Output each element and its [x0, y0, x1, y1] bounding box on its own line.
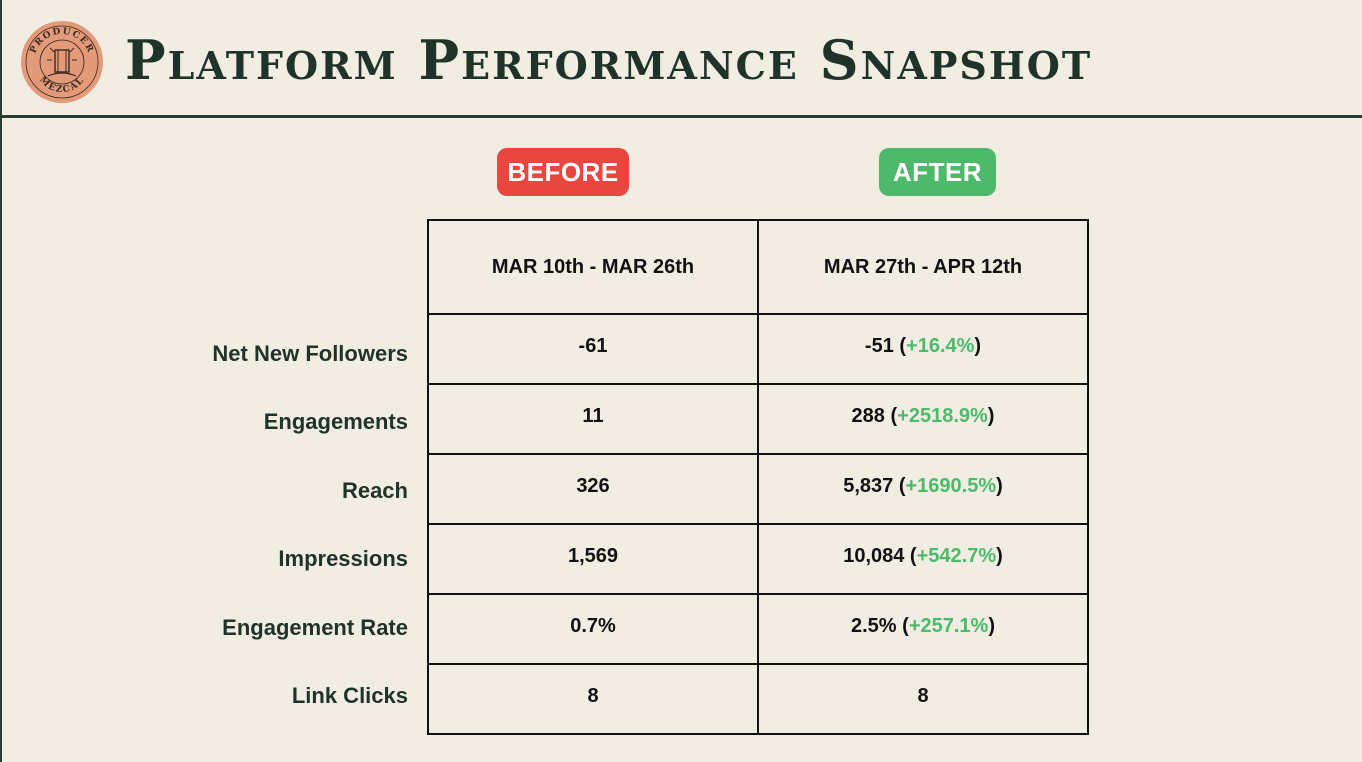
row-label-engagement-rate: Engagement Rate — [222, 615, 408, 640]
after-badge: AFTER — [879, 148, 996, 196]
header: PRODUCER MEZCAL Platform Performance Sna… — [0, 0, 1362, 118]
before-value: 8 — [427, 663, 759, 735]
before-value: -61 — [427, 313, 759, 385]
after-value-cell: 5,837 (+1690.5%) — [757, 453, 1089, 525]
table-header-row: MAR 10th - MAR 26th MAR 27th - APR 12th — [427, 219, 1089, 315]
left-border — [0, 0, 2, 762]
table-row: 11 288 (+2518.9%) — [427, 383, 1089, 455]
row-label-link-clicks: Link Clicks — [291, 683, 408, 708]
after-value: -51 — [864, 335, 894, 357]
after-change: +2518.9% — [897, 405, 988, 427]
before-value: 1,569 — [427, 523, 759, 595]
after-change: +542.7% — [916, 545, 997, 567]
before-badge: BEFORE — [497, 148, 629, 196]
after-change: +16.4% — [906, 335, 975, 357]
after-change: +1690.5% — [905, 475, 997, 497]
after-value: 5,837 — [843, 475, 894, 497]
after-value: 10,084 — [843, 545, 905, 567]
after-value-cell: 288 (+2518.9%) — [757, 383, 1089, 455]
table-row: 8 8 — [427, 663, 1089, 735]
table-row: 1,569 10,084 (+542.7%) — [427, 523, 1089, 595]
after-value-cell: 8 — [757, 663, 1089, 735]
after-value: 288 — [851, 405, 885, 427]
row-label-net-new-followers: Net New Followers — [212, 341, 408, 366]
page-title: Platform Performance Snapshot — [125, 28, 1093, 92]
comparison-table: MAR 10th - MAR 26th MAR 27th - APR 12th … — [427, 219, 1089, 735]
after-change: +257.1% — [908, 615, 989, 637]
after-value: 2.5% — [851, 615, 897, 637]
before-period-header: MAR 10th - MAR 26th — [427, 219, 759, 315]
after-value: 8 — [917, 685, 929, 707]
producer-mezcal-logo: PRODUCER MEZCAL — [21, 21, 103, 103]
table-row: 0.7% 2.5% (+257.1%) — [427, 593, 1089, 665]
after-value-cell: 10,084 (+542.7%) — [757, 523, 1089, 595]
before-value: 0.7% — [427, 593, 759, 665]
before-value: 11 — [427, 383, 759, 455]
table-row: -61 -51 (+16.4%) — [427, 313, 1089, 385]
after-value-cell: -51 (+16.4%) — [757, 313, 1089, 385]
after-value-cell: 2.5% (+257.1%) — [757, 593, 1089, 665]
row-label-reach: Reach — [341, 478, 408, 503]
before-value: 326 — [427, 453, 759, 525]
table-row: 326 5,837 (+1690.5%) — [427, 453, 1089, 525]
after-period-header: MAR 27th - APR 12th — [757, 219, 1089, 315]
row-label-impressions: Impressions — [278, 546, 408, 571]
row-label-engagements: Engagements — [263, 409, 408, 434]
